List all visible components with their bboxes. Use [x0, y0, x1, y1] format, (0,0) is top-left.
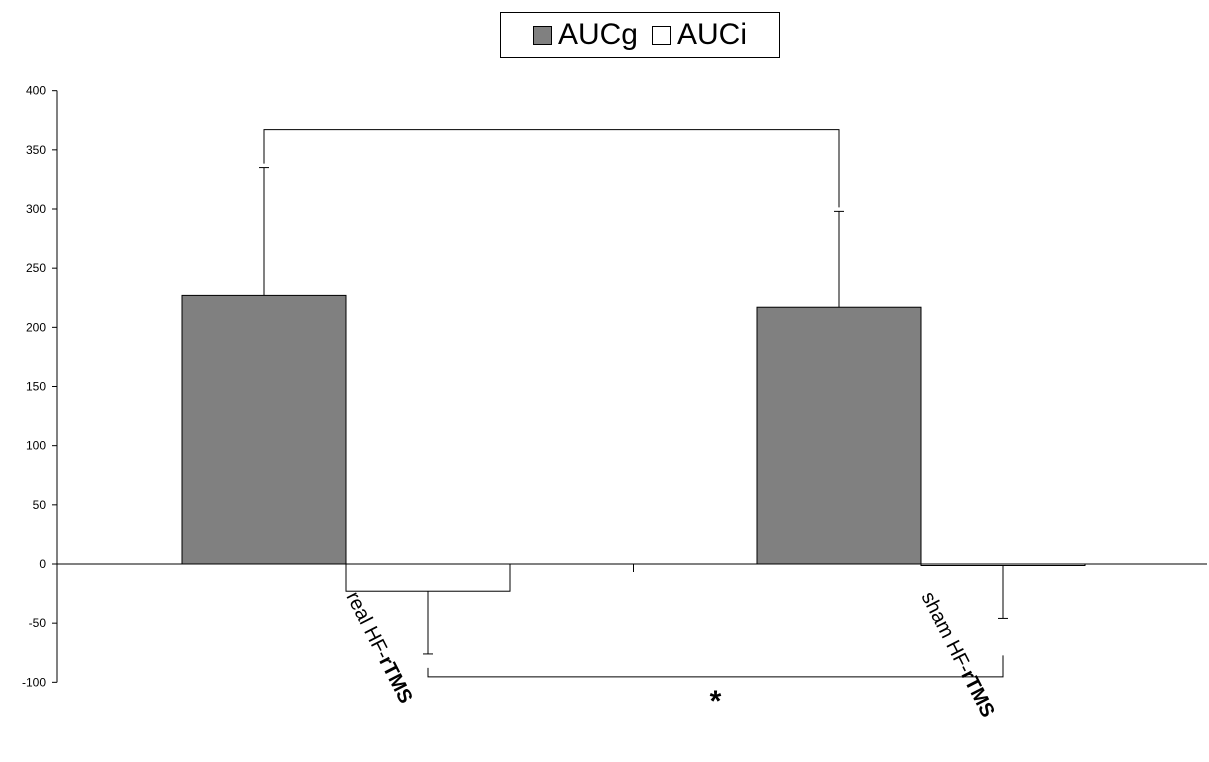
legend-label-aucg: AUCg — [557, 18, 638, 51]
category-label-bold: rTMS — [956, 667, 998, 722]
y-tick-label: 200 — [26, 320, 46, 334]
y-tick-label: -50 — [29, 616, 47, 630]
bar — [756, 306, 922, 565]
y-tick-label: 350 — [26, 143, 46, 157]
bar — [345, 563, 511, 592]
category-label: real HF-rTMS — [342, 588, 417, 707]
category-label-plain: sham HF- — [917, 588, 976, 676]
legend-swatch-aucg — [532, 25, 552, 45]
category-label-plain: real HF- — [342, 588, 394, 662]
legend-item-aucg: AUCg — [532, 18, 638, 52]
significance-bracket — [427, 655, 1004, 678]
y-tick-label: 150 — [26, 380, 46, 394]
y-tick-label: 0 — [39, 557, 46, 571]
bar — [181, 294, 347, 565]
y-tick-label: 250 — [26, 261, 46, 275]
bars — [181, 294, 1086, 592]
category-label: sham HF-rTMS — [917, 588, 999, 721]
y-axis: 400 350 300 250 200 150 100 50 0 -50 -100 — [22, 84, 58, 689]
y-tick-label: 50 — [33, 498, 47, 512]
significance-brackets: * — [263, 129, 1004, 718]
legend-item-auci: AUCi — [652, 18, 747, 52]
y-tick-label: -100 — [22, 675, 46, 689]
y-tick-label: 100 — [26, 439, 46, 453]
error-bars — [259, 167, 1008, 655]
legend-swatch-auci — [652, 25, 671, 45]
significance-label: * — [710, 685, 722, 718]
category-label-bold: rTMS — [374, 653, 416, 708]
significance-bracket — [263, 129, 840, 208]
legend-label-auci: AUCi — [677, 18, 748, 51]
zero-line — [57, 563, 1207, 572]
legend: AUCg AUCi — [500, 12, 780, 58]
y-tick-label: 400 — [26, 84, 46, 98]
y-tick-label: 300 — [26, 202, 46, 216]
